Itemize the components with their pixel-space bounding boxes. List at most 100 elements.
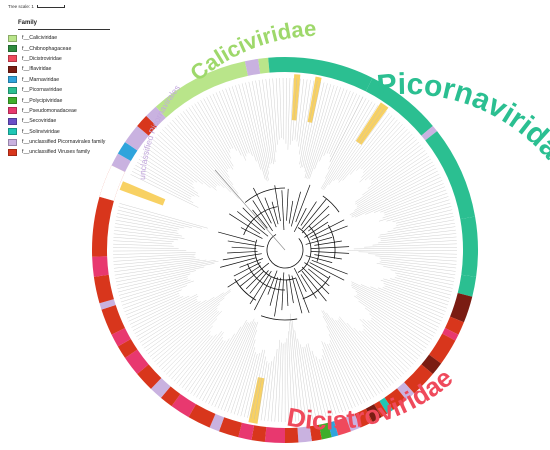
legend-divider (18, 29, 110, 30)
tree-branch (301, 205, 330, 234)
leaf-line (359, 319, 412, 367)
tree-branch (301, 266, 330, 295)
leaf-line (323, 90, 351, 157)
leaf-line (359, 330, 402, 377)
leaf-line (382, 196, 449, 219)
leaf-line (362, 319, 414, 365)
leaf-line (294, 330, 306, 421)
leaf-line (227, 329, 257, 413)
ring-gap (99, 165, 126, 201)
leaf-line (219, 91, 247, 157)
leaf-line (115, 223, 179, 234)
leaf-line (171, 334, 211, 380)
legend-title: Family (18, 20, 38, 26)
leaf-line (346, 322, 397, 382)
legend-label: f__Iflaviridae (22, 66, 52, 73)
leaf-line (304, 84, 331, 179)
legend-label: f__unclassified Viruses family (22, 149, 90, 156)
leaf-line (370, 320, 419, 360)
tree-branch (229, 213, 261, 235)
tree-branch (305, 255, 333, 263)
ring-segment (444, 316, 464, 335)
leaf-line (394, 277, 452, 292)
leaf-line (214, 318, 255, 408)
highlight-wedge (119, 181, 166, 206)
leaf-line (193, 338, 230, 396)
legend-label: f__Pseudomonadaceae (22, 107, 77, 114)
leaf-line (172, 119, 244, 203)
tree-branch (310, 246, 350, 250)
leaf-line (235, 85, 261, 170)
leaf-line (306, 85, 335, 179)
leaf-line (196, 333, 235, 398)
leaf-line (356, 161, 433, 208)
leaf-line (209, 95, 237, 151)
leaf-line (378, 236, 457, 244)
leaf-line (335, 320, 386, 390)
leaf-line (254, 356, 266, 420)
leaf-line (300, 81, 318, 168)
leaf-line (191, 105, 234, 170)
ring-segment (99, 299, 116, 310)
leaf-line (128, 296, 184, 322)
leaf-line (238, 84, 266, 180)
leaf-line (355, 177, 441, 218)
leaf-line (304, 83, 328, 172)
leaf-line (113, 253, 196, 259)
leaf-line (143, 292, 224, 349)
leaf-line (187, 340, 224, 392)
leaf-line (380, 229, 456, 240)
leaf-line (336, 111, 387, 180)
leaf-line (115, 219, 178, 232)
leaf-line (135, 165, 192, 198)
leaf-line (145, 289, 231, 352)
leaf-line (116, 266, 205, 286)
leaf-line (176, 334, 217, 384)
leaf-line (355, 155, 430, 205)
legend-swatch (8, 148, 17, 156)
leaf-line (162, 129, 220, 186)
tree-branch (295, 184, 311, 223)
leaf-line (314, 88, 345, 170)
leaf-line (144, 150, 193, 185)
legend-label: f__unclassified Picornavirales family (22, 139, 106, 146)
leaf-line (169, 122, 239, 199)
leaf-line (395, 209, 453, 224)
leaf-line (265, 79, 276, 163)
leaf-line (351, 281, 441, 325)
tree-branch (222, 253, 262, 261)
leaf-line (304, 346, 320, 419)
leaf-line (354, 295, 429, 346)
legend-entry: f__Marnaviridae (8, 75, 118, 85)
leaf-line (373, 183, 444, 213)
ring-segment (171, 394, 196, 418)
tree-branch (314, 254, 342, 260)
leaf-line (369, 139, 417, 180)
ring-segment (374, 400, 388, 418)
leaf-line (212, 93, 242, 156)
leaf-line (364, 307, 425, 351)
tree-branch (286, 279, 289, 307)
leaf-line (323, 105, 379, 191)
tree-branch (220, 257, 257, 268)
tree-branch (233, 262, 261, 277)
tree-branch (288, 200, 294, 224)
leaf-line (338, 318, 392, 386)
leaf-line (188, 107, 231, 169)
leaf-line (382, 287, 446, 312)
leaf-line (289, 78, 294, 145)
leaf-line (328, 98, 367, 170)
leaf-line (350, 284, 438, 331)
leaf-line (353, 247, 457, 250)
leaf-line (396, 212, 454, 226)
legend-swatch (8, 45, 17, 53)
leaf-line (138, 301, 201, 340)
leaf-line (208, 322, 250, 405)
tree-branch (290, 191, 301, 227)
legend-label: f__Marnaviridae (22, 76, 60, 83)
ring-segment (354, 408, 373, 428)
tree-branch (231, 246, 257, 249)
leaf-line (321, 358, 340, 414)
leaf-line (114, 230, 185, 239)
leaf-line (390, 269, 455, 282)
